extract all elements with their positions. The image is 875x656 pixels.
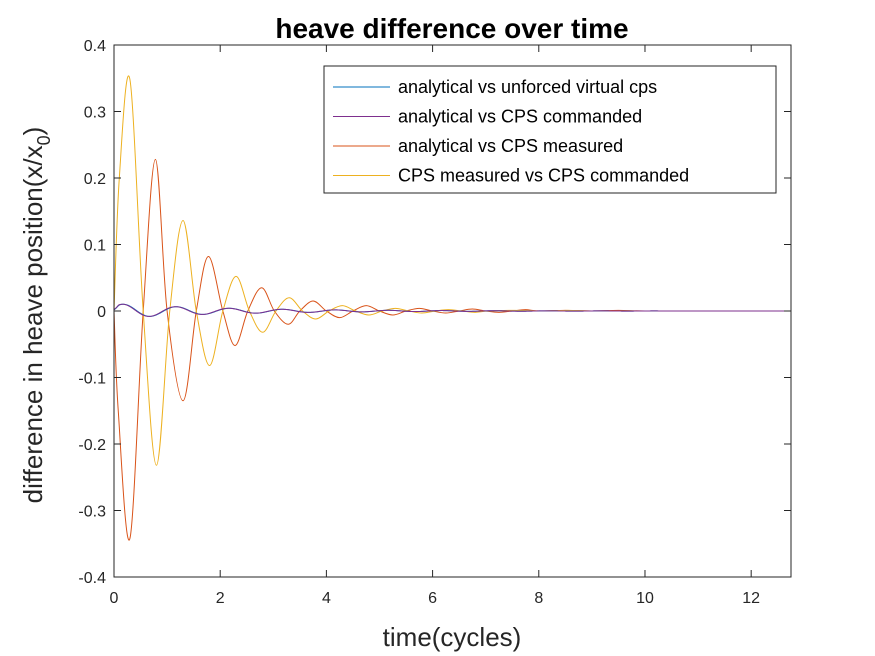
x-tick-label: 2 [216, 590, 225, 607]
x-tick-label: 4 [322, 590, 331, 607]
y-axis-title: difference in heave position(x/x [18, 145, 48, 503]
legend-entry: analytical vs unforced virtual cps [398, 77, 657, 97]
y-tick-label: -0.2 [78, 437, 106, 454]
ticks-layer: 0 2 4 6 8 10 12 -0.4 -0.3 -0.2 -0.1 0 0.1 0.2 0.3 0.4 [78, 38, 791, 607]
y-tick-label: -0.4 [78, 570, 106, 587]
y-tick-label: 0.4 [84, 38, 106, 55]
series-analytical-vs-cps-commanded-line [113, 303, 791, 317]
y-tick-label: 0.1 [84, 238, 106, 255]
x-tick-label: 8 [534, 590, 543, 607]
plot-frame [113, 44, 792, 578]
x-axis-title: time(cycles) [383, 622, 522, 652]
y-tick-label: -0.3 [78, 504, 106, 521]
x-tick-label: 10 [636, 590, 654, 607]
chart-title: heave difference over time [275, 13, 628, 44]
y-axis-title-subscript: 0 [34, 135, 54, 145]
legend-entry: analytical vs CPS measured [398, 136, 623, 156]
legend: analytical vs unforced virtual cps analyt… [323, 65, 777, 194]
y-axis-title-close: ) [18, 127, 48, 136]
y-tick-label: -0.1 [78, 371, 106, 388]
x-tick-label: 6 [428, 590, 437, 607]
x-tick-label: 12 [742, 590, 760, 607]
x-tick-label: 0 [110, 590, 119, 607]
series-layer [113, 75, 791, 541]
svg-text:difference in heave position(x: difference in heave position(x/x0) [18, 127, 54, 504]
legend-entry: analytical vs CPS commanded [398, 107, 642, 127]
y-tick-label: 0.3 [84, 105, 106, 122]
y-axis-title-group: difference in heave position(x/x0) [18, 127, 54, 504]
legend-entry: CPS measured vs CPS commanded [398, 166, 689, 186]
legend-box [323, 65, 777, 194]
y-tick-label: 0.2 [84, 171, 106, 188]
series-analytical-vs-cps-measured-line [113, 158, 791, 541]
y-tick-label: 0 [97, 304, 106, 321]
